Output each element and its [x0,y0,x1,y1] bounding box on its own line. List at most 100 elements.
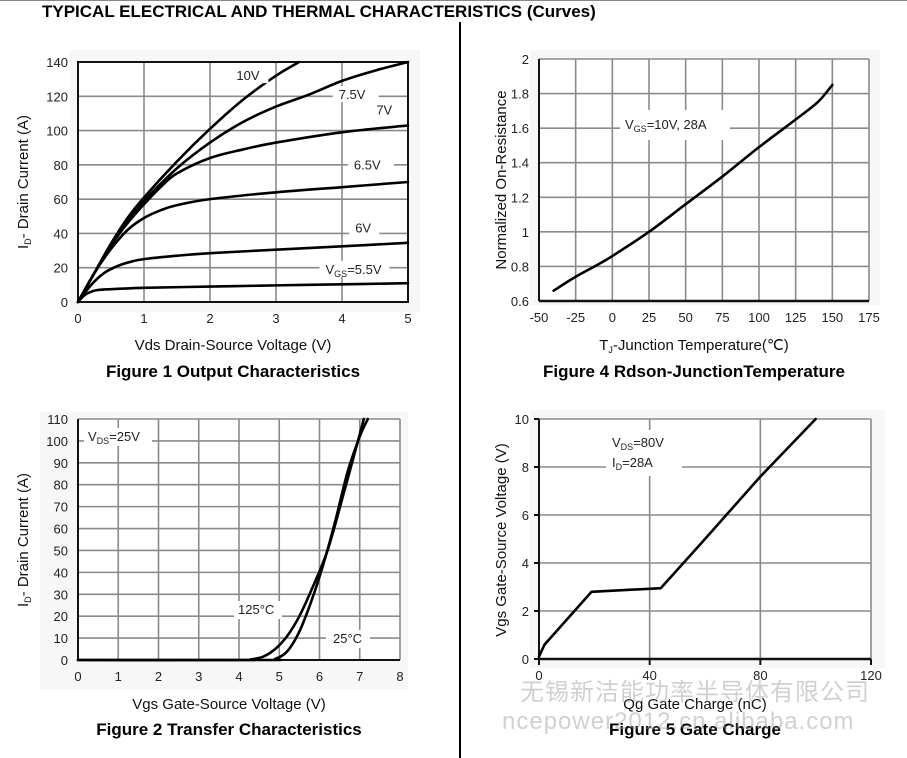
fig5-y-tick-label: 6 [522,508,529,523]
fig4-series-line [552,83,834,292]
fig5-y-tick-label: 8 [522,460,529,475]
fig5-y-axis-title: Vgs Gate-Source Voltage (V) [493,443,510,636]
fig5-y-tick-label: 2 [522,604,529,619]
fig2-x-tick-label: 2 [155,669,162,684]
fig4-caption: Figure 4 Rdson-JunctionTemperature [543,362,845,381]
fig1-series-line [76,60,301,304]
fig5-annotation-bg [606,430,682,476]
fig2-y-tick-label: 50 [54,543,68,558]
fig2-annotation: VDS=25V [88,429,140,446]
fig1-series-line [76,241,410,304]
fig2-x-tick-label: 8 [396,669,403,684]
fig4-x-tick-label: 150 [821,310,843,325]
fig1-x-tick-label: 3 [272,311,279,326]
fig2-x-tick-label: 3 [195,669,202,684]
fig1-y-tick-label: 20 [54,261,68,276]
fig1-series-label: 7V [376,102,392,117]
fig5-x-tick-label: 120 [860,668,882,683]
fig2-y-tick-label: 60 [54,522,68,537]
fig2-y-tick-label: 20 [54,609,68,624]
fig5-x-tick-label: 80 [753,668,767,683]
fig1-series-label: VGS=5.5V [326,262,382,279]
fig4-x-tick-label: 175 [858,310,880,325]
fig1-x-tick-label: 0 [74,311,81,326]
fig1-y-tick-label: 40 [54,226,68,241]
fig5-x-axis-title: Qg Gate Charge (nC) [623,696,766,713]
fig2-y-tick-label: 100 [46,434,68,449]
fig1-y-tick-label: 100 [46,124,68,139]
fig1-series-label: 6V [355,221,371,236]
fig5-y-tick-label: 10 [515,412,529,427]
fig4-x-tick-label: 75 [715,310,729,325]
fig2-x-tick-label: 1 [115,669,122,684]
fig4-y-tick-label: 1.6 [511,121,529,136]
fig4-x-tick-label: 100 [748,310,770,325]
fig5-series-line [537,417,817,658]
fig2-x-tick-label: 6 [316,669,323,684]
fig5-y-tick-label: 4 [522,556,529,571]
fig4-x-tick-label: 0 [609,310,616,325]
fig1-x-tick-label: 1 [140,311,147,326]
fig1-series-label-bg [349,219,380,236]
fig1-y-axis-title: ID- Drain Current (A) [15,115,33,249]
fig1-y-tick-label: 60 [54,192,68,207]
fig4-y-tick-label: 1.8 [511,87,529,102]
fig2-y-tick-label: 90 [54,456,68,471]
fig2-x-tick-label: 0 [74,669,81,684]
fig4-x-tick-label: 25 [642,310,656,325]
fig4-y-axis-title: Normalized On-Resistance [493,90,510,269]
fig2-x-tick-label: 7 [356,669,363,684]
fig1-x-tick-label: 5 [404,311,411,326]
fig5-caption: Figure 5 Gate Charge [609,720,781,739]
fig1-x-tick-label: 2 [206,311,213,326]
fig4-annotation: VGS=10V, 28A [625,117,707,134]
fig2-series-label-bg [326,630,370,648]
fig2-series-label-125c: 125°C [238,602,274,617]
fig4-x-axis-title: TJ-Junction Temperature(℃) [599,337,788,355]
fig4-y-tick-label: 0.8 [511,259,529,274]
fig2-y-tick-label: 40 [54,565,68,580]
fig2-series-line [76,417,370,662]
fig2-caption: Figure 2 Transfer Characteristics [96,720,362,739]
fig1-series-line [76,281,410,304]
fig1-series-label-bg [347,156,394,173]
fig2-y-tick-label: 80 [54,478,68,493]
figure-1-output-characteristics: 0 1 2 3 4 5 0 20 40 60 80 100 120 140 Vds Drain-Source… [15,50,420,381]
fig2-x-axis-title: Vgs Gate-Source Voltage (V) [132,696,325,713]
fig1-x-axis-title: Vds Drain-Source Voltage (V) [135,337,332,354]
fig4-y-axis-title-group: Normalized On-Resistance [493,90,510,269]
fig2-y-tick-label: 10 [54,631,68,646]
fig1-series-label: 6.5V [354,157,381,172]
fig1-series-label: 10V [236,68,259,83]
fig1-y-tick-label: 80 [54,158,68,173]
fig5-annotation-vds: VDS=80V [612,435,664,452]
fig4-x-tick-label: 50 [678,310,692,325]
fig5-annotation-id: ID=28A [612,455,653,472]
fig1-series-label-bg [332,86,379,102]
fig2-series-label-bg [234,601,282,619]
fig4-x-tick-label: 125 [785,310,807,325]
fig1-y-tick-label: 140 [46,55,68,70]
fig1-series-label-bg [230,67,269,84]
fig2-y-tick-label: 0 [61,653,68,668]
fig1-x-tick-label: 4 [338,311,345,326]
fig2-y-tick-label: 30 [54,587,68,602]
fig2-y-tick-label: 110 [47,412,68,427]
fig2-x-tick-label: 4 [235,669,242,684]
fig4-y-tick-label: 1.2 [511,190,529,205]
page-title: TYPICAL ELECTRICAL AND THERMAL CHARACTER… [42,2,596,21]
fig2-y-tick-label: 70 [54,500,68,515]
fig4-x-tick-label: -50 [530,310,549,325]
fig1-y-tick-label: 0 [61,295,68,310]
fig5-x-tick-label: 0 [535,668,542,683]
fig1-y-axis-title-group: ID- Drain Current (A) [15,115,33,249]
fig4-plot-area [539,59,869,301]
fig1-y-tick-label: 120 [46,89,68,104]
fig1-caption: Figure 1 Output Characteristics [106,362,360,381]
figure-4-rdson-junction-temperature: -50 -25 0 25 50 75 100 125 150 175 0.6 0.8 1 1.2 1.4 1.… [493,50,880,381]
fig2-y-axis-title: ID- Drain Current (A) [15,473,33,607]
fig5-y-axis-title-group: Vgs Gate-Source Voltage (V) [493,443,510,636]
fig2-series-label-25c: 25°C [333,631,362,646]
